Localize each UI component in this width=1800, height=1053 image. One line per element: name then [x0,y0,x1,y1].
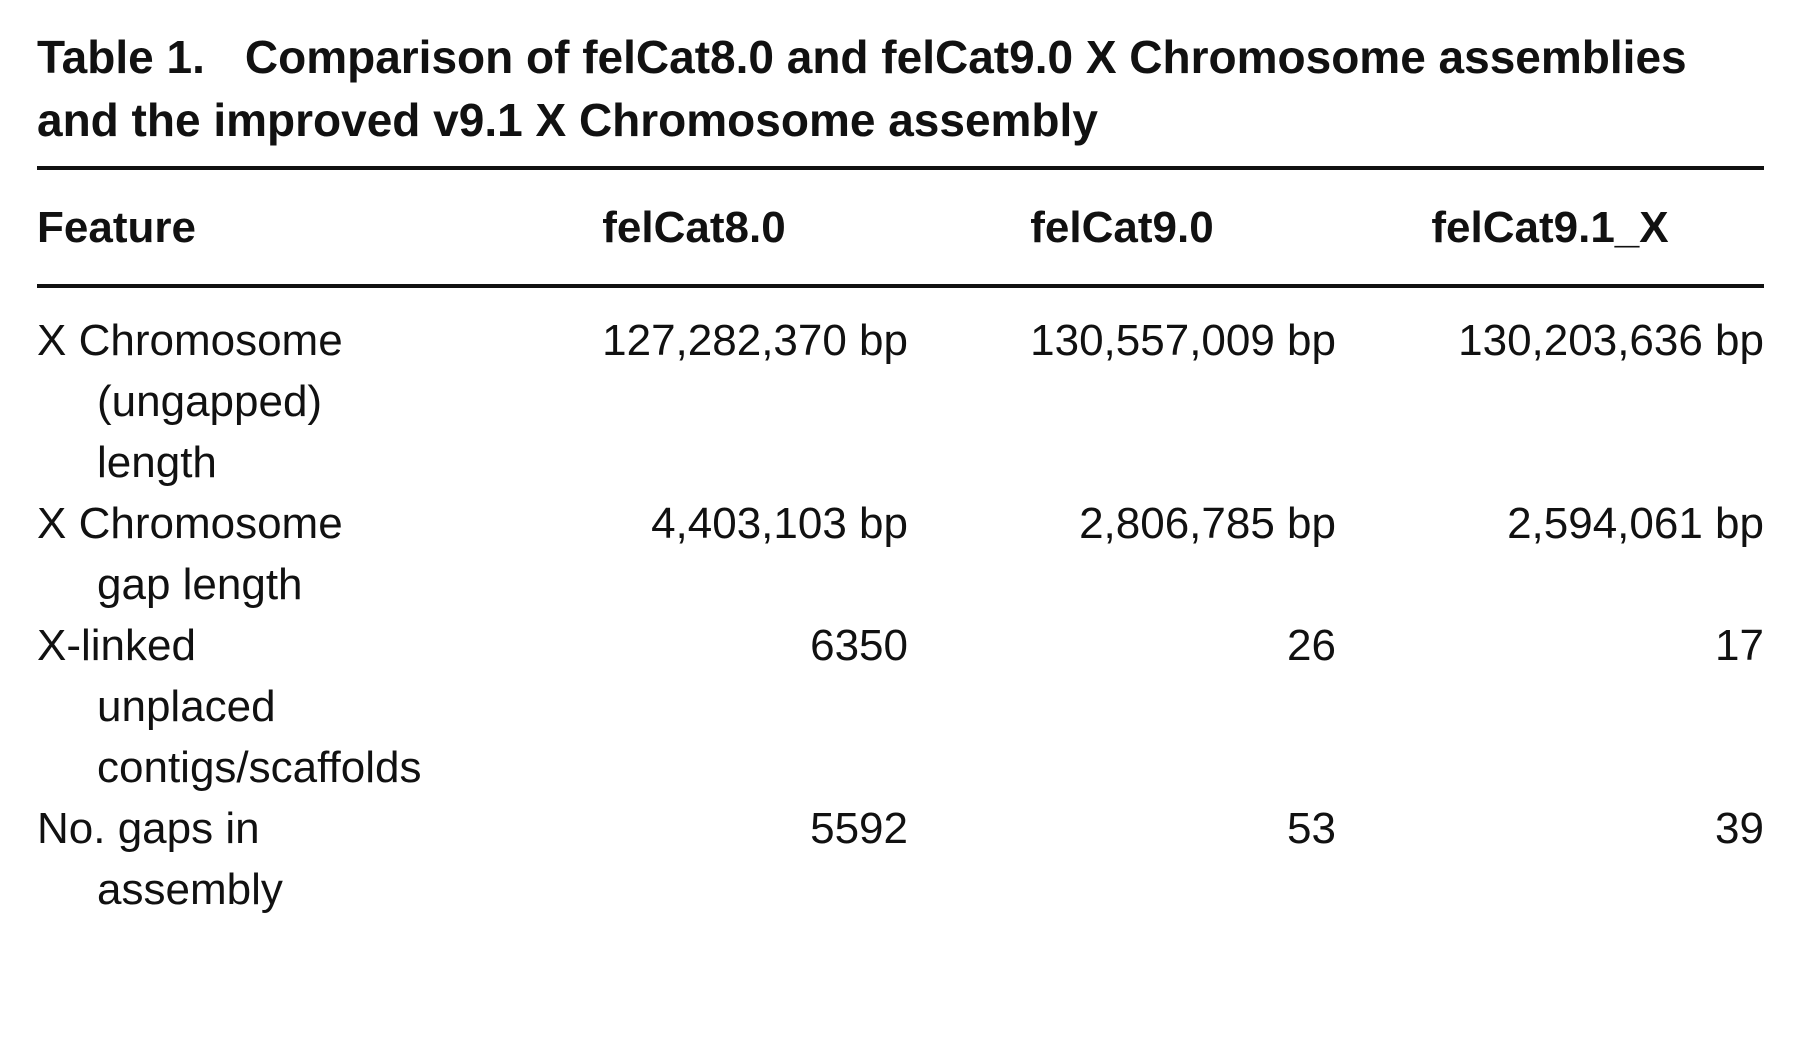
table-caption: Table 1. Comparison of felCat8.0 and felC… [37,26,1764,152]
table-row: X-linked unplaced contigs/scaffolds 6350 2… [37,615,1764,798]
value-cell: 130,557,009 bp [1030,316,1336,365]
value-cell: 53 [1287,804,1336,853]
header-row: Feature felCat8.0 felCat9.0 felCat9.1_X [37,168,1764,288]
value-cell: 17 [1715,621,1764,670]
value-cell: 6350 [810,621,908,670]
column-header: felCat9.0 [908,168,1336,288]
value-cell: 2,806,785 bp [1079,499,1336,548]
feature-cell: No. gaps in assembly [37,804,283,914]
value-cell: 26 [1287,621,1336,670]
value-cell: 5592 [810,804,908,853]
table-figure: Table 1. Comparison of felCat8.0 and felC… [37,26,1764,920]
value-cell: 130,203,636 bp [1458,316,1764,365]
data-table: Feature felCat8.0 felCat9.0 felCat9.1_X X C… [37,166,1764,920]
caption-label: Table 1. [37,31,205,83]
table-row: X Chromosome (ungapped) length 127,282,37… [37,286,1764,493]
table-body: X Chromosome (ungapped) length 127,282,37… [37,286,1764,920]
column-header: felCat9.1_X [1336,168,1764,288]
table-row: X Chromosome gap length 4,403,103 bp 2,806… [37,493,1764,615]
value-cell: 39 [1715,804,1764,853]
value-cell: 2,594,061 bp [1507,499,1764,548]
feature-cell: X-linked unplaced contigs/scaffolds [37,621,422,792]
column-header: felCat8.0 [480,168,908,288]
caption-text: Comparison of felCat8.0 and felCat9.0 X … [37,31,1687,146]
value-cell: 4,403,103 bp [651,499,908,548]
value-cell: 127,282,370 bp [602,316,908,365]
column-header: Feature [37,168,480,288]
table-row: No. gaps in assembly 5592 53 39 [37,798,1764,920]
feature-cell: X Chromosome gap length [37,499,343,609]
feature-cell: X Chromosome (ungapped) length [37,316,343,487]
